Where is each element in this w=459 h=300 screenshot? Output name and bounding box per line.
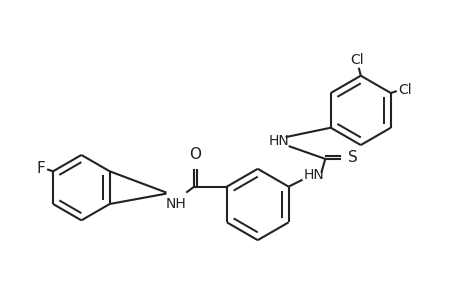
Text: O: O [189,147,201,162]
Text: HN: HN [268,134,289,148]
Text: S: S [347,150,357,165]
Text: HN: HN [303,168,324,182]
Text: F: F [36,161,45,176]
Text: Cl: Cl [349,53,363,67]
Text: Cl: Cl [398,83,411,97]
Text: NH: NH [166,196,186,211]
